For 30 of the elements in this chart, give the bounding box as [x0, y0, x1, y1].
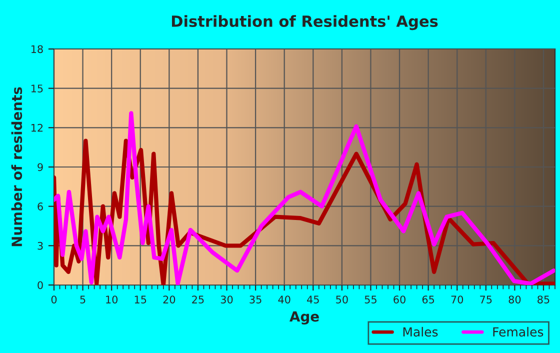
x-tick-label: 20 [163, 296, 176, 304]
x-tick-label: 70 [451, 296, 464, 304]
x-tick-label: 0 [51, 296, 57, 304]
x-tick-label: 5 [80, 296, 86, 304]
x-tick-label: 15 [134, 296, 146, 304]
y-tick-label: 18 [31, 45, 43, 54]
y-axis-title: Number of residents [11, 87, 22, 246]
x-axis-title: Age [290, 311, 319, 324]
legend-label: Males [403, 326, 438, 337]
y-tick-label: 0 [38, 281, 43, 290]
x-tick-label: 60 [394, 296, 406, 304]
x-tick-label: 50 [336, 296, 348, 304]
x-tick-label: 35 [250, 296, 262, 304]
x-tick-label: 80 [508, 296, 521, 304]
x-tick-label: 25 [192, 296, 204, 304]
y-tick-label: 6 [38, 202, 43, 210]
y-tick-label: 9 [38, 163, 43, 172]
y-tick-label: 15 [31, 84, 43, 92]
chart-title: Distribution of Residents' Ages [172, 15, 438, 30]
x-tick-label: 85 [538, 296, 550, 304]
x-tick-label: 65 [422, 296, 434, 304]
x-tick-label: 30 [220, 296, 233, 304]
x-tick-label: 45 [307, 296, 319, 304]
x-tick-label: 40 [278, 296, 290, 304]
x-tick-label: 55 [364, 296, 376, 304]
y-tick-label: 12 [31, 124, 43, 132]
legend-label: Females [493, 326, 544, 337]
y-tick-label: 3 [38, 242, 43, 250]
x-tick-label: 75 [480, 296, 492, 304]
x-tick-label: 10 [106, 296, 118, 304]
